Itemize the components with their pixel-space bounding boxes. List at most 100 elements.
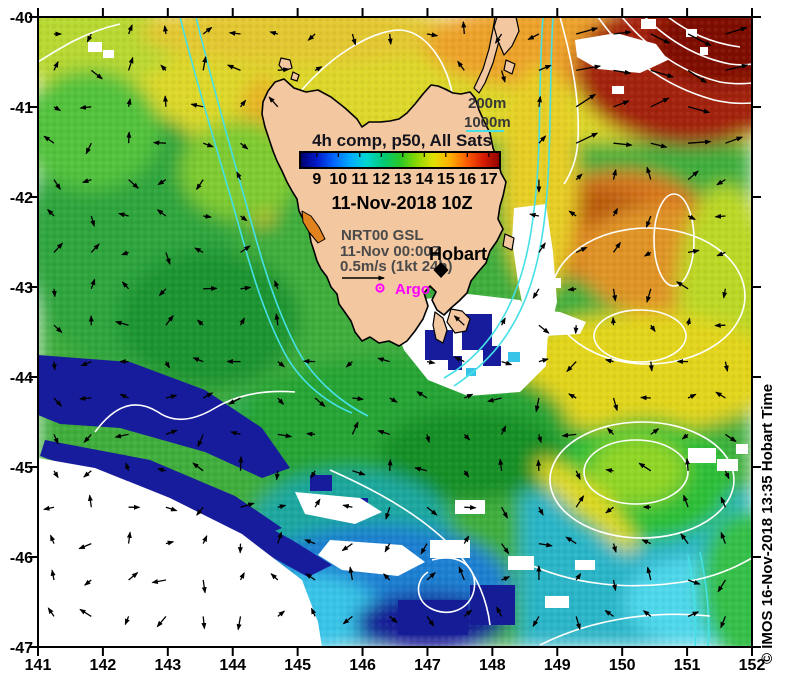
colorbar-tick-label: 14 [415, 171, 433, 188]
current-arrow [202, 392, 214, 399]
current-arrow [240, 245, 251, 253]
current-arrow [86, 33, 93, 43]
current-arrow [568, 393, 577, 399]
current-arrow [118, 212, 129, 218]
current-arrow [463, 609, 473, 617]
current-arrow [566, 361, 577, 373]
current-arrow [78, 543, 92, 550]
current-arrow [307, 33, 316, 41]
current-arrow [157, 467, 167, 473]
model-annotation: NRT00 GSL 11-Nov 00:00Z 0.5m/s (1kt 24h) [340, 227, 453, 281]
current-arrow [127, 24, 133, 35]
current-arrow [648, 361, 654, 372]
y-tick-label: -42 [10, 190, 33, 207]
current-arrow [202, 535, 208, 544]
current-arrow [640, 395, 651, 401]
current-arrow [277, 610, 286, 617]
current-arrow [426, 359, 436, 365]
current-arrow [53, 324, 63, 334]
current-arrow [165, 314, 174, 326]
current-arrow [387, 458, 393, 471]
current-arrow [121, 281, 130, 290]
current-arrow [650, 428, 660, 435]
current-arrow [165, 394, 178, 400]
current-arrow [163, 95, 169, 107]
current-arrow [196, 319, 204, 326]
current-arrow [383, 573, 391, 581]
current-arrow [565, 536, 577, 545]
current-arrow [715, 391, 726, 399]
current-arrow [642, 610, 652, 617]
current-arrow [203, 213, 212, 219]
current-arrow [305, 573, 316, 581]
current-arrow [341, 543, 353, 552]
current-arrow [160, 64, 167, 71]
current-arrow [53, 470, 59, 479]
x-tick-label: 145 [284, 657, 311, 674]
current-arrow [538, 358, 549, 363]
current-arrow [389, 397, 398, 403]
current-arrow [687, 248, 700, 254]
current-arrow [53, 60, 59, 71]
current-arrow [464, 393, 474, 399]
x-tick-label: 150 [609, 657, 636, 674]
current-arrow [453, 315, 465, 326]
current-arrow [649, 324, 656, 333]
current-arrow [310, 607, 317, 617]
current-arrow [274, 279, 280, 290]
current-arrow [126, 131, 132, 144]
current-arrow [314, 498, 321, 508]
current-arrow [717, 579, 726, 593]
current-arrow [152, 140, 166, 146]
current-arrow [274, 313, 280, 326]
current-arrow [605, 506, 614, 514]
current-arrow [457, 60, 465, 71]
current-arrow [498, 458, 504, 471]
current-arrow [537, 434, 543, 444]
hobart-marker [433, 262, 449, 278]
x-tick-label: 141 [25, 657, 52, 674]
current-arrow [650, 142, 668, 149]
y-tick-label: -47 [10, 640, 33, 657]
current-arrow [192, 462, 204, 472]
current-arrow [532, 616, 540, 628]
current-arrow [575, 616, 581, 631]
current-arrow [43, 135, 55, 144]
current-arrow [192, 357, 204, 363]
x-tick-label: 143 [154, 657, 181, 674]
current-arrow [604, 358, 614, 364]
current-arrow [230, 430, 241, 436]
current-arrow [239, 571, 245, 581]
current-arrow [47, 607, 55, 617]
current-arrow [90, 69, 103, 80]
current-arrow [538, 324, 550, 334]
current-arrow [165, 252, 171, 265]
current-arrow [53, 179, 61, 191]
current-arrow [196, 179, 204, 191]
current-arrow [226, 64, 241, 72]
current-arrow [538, 64, 552, 71]
current-arrow [575, 470, 581, 480]
current-arrow [277, 433, 293, 439]
current-arrow [114, 433, 129, 439]
current-arrow [687, 214, 696, 221]
current-arrow [201, 579, 207, 594]
current-arrow [612, 241, 621, 253]
current-arrow [463, 470, 470, 478]
current-arrow [164, 361, 170, 369]
current-arrow [461, 20, 467, 35]
current-arrow [720, 616, 727, 629]
depth-200m-label: 200m [468, 95, 506, 112]
current-arrow [464, 505, 477, 511]
current-arrow [683, 494, 689, 508]
current-arrow [314, 397, 326, 408]
colorbar-tick-label: 12 [372, 171, 390, 188]
current-arrow [500, 317, 506, 326]
current-arrow [722, 288, 728, 299]
argo-label: Argo [395, 281, 430, 298]
current-arrow [716, 251, 726, 257]
x-tick-label: 146 [349, 657, 376, 674]
current-arrow [84, 579, 92, 586]
current-arrow [426, 572, 436, 581]
current-arrow [426, 32, 439, 38]
